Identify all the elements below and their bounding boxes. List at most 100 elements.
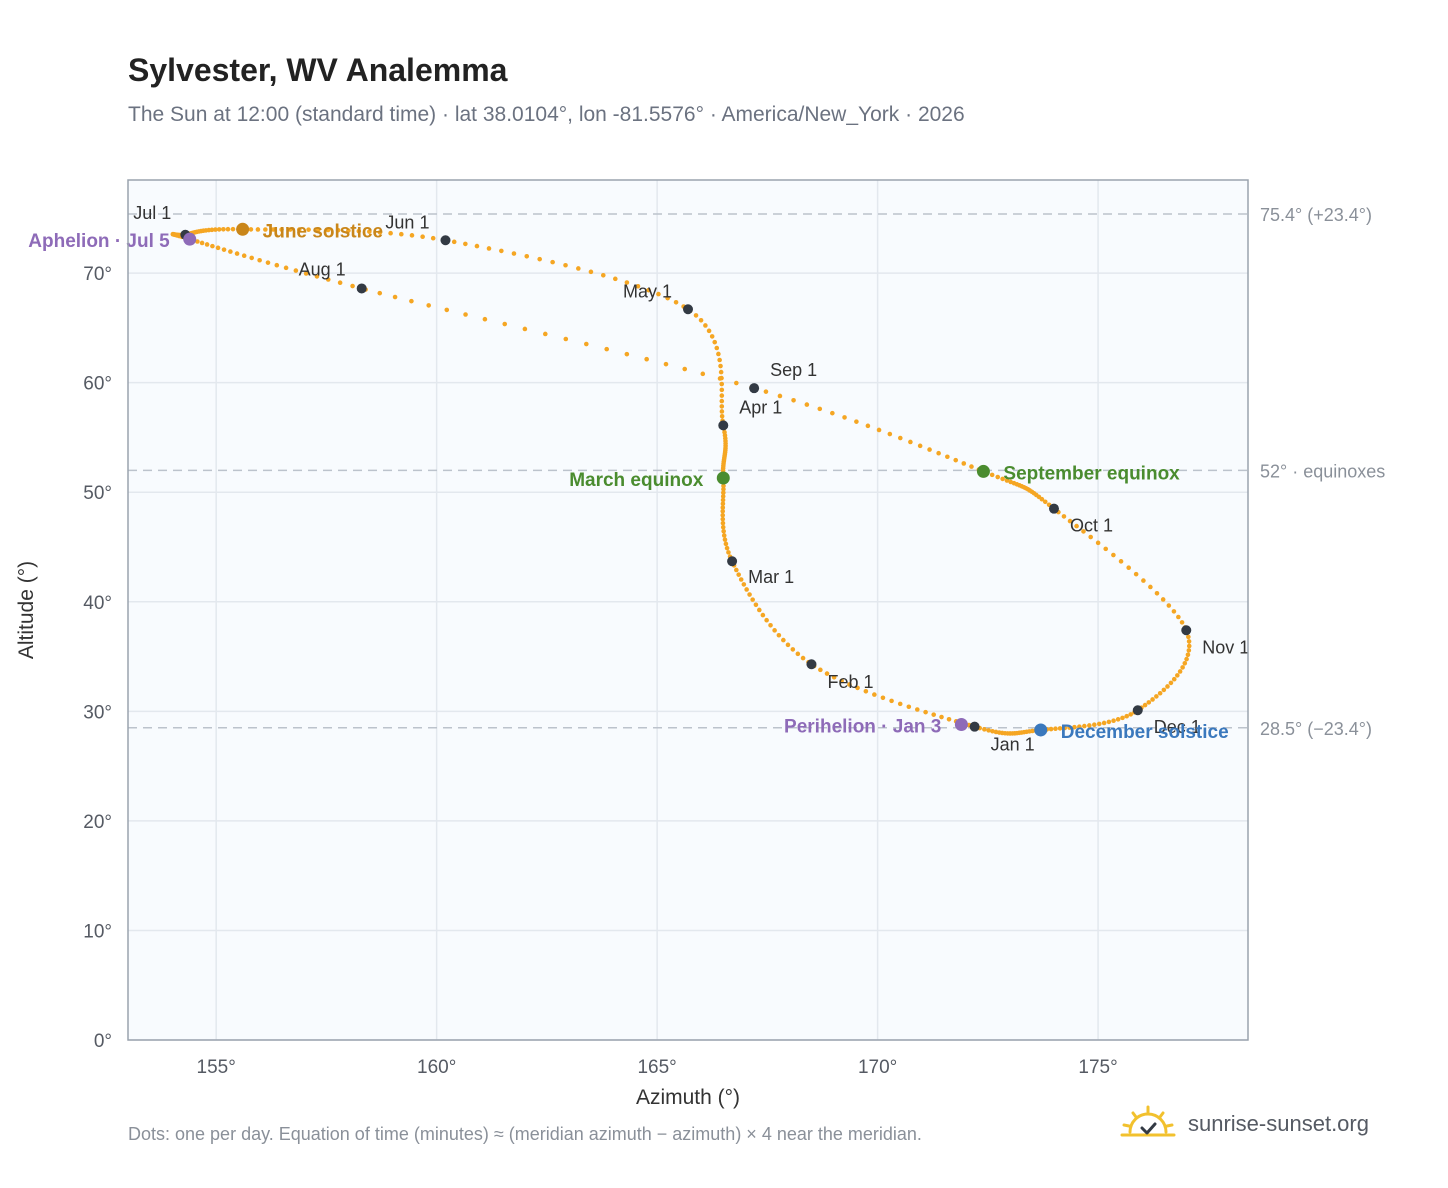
daily-sun-dot (716, 351, 721, 357)
daily-sun-dot (927, 447, 932, 452)
event-label: Perihelion · Jan 3 (784, 716, 941, 737)
daily-sun-dot (600, 272, 606, 278)
daily-sun-dot (720, 497, 726, 503)
daily-sun-dot (800, 655, 806, 661)
daily-sun-dot (747, 592, 752, 597)
daily-sun-dot (842, 415, 847, 420)
daily-sun-dot (734, 380, 739, 386)
daily-sun-dot (719, 387, 725, 393)
daily-sun-dot (936, 450, 941, 456)
daily-sun-dot (1185, 652, 1191, 658)
daily-sun-dot (474, 243, 480, 249)
daily-sun-dot (718, 369, 724, 375)
daily-sun-dot (1000, 476, 1005, 482)
daily-sun-dot (714, 345, 720, 351)
daily-sun-dot (624, 351, 630, 357)
daily-sun-dot (1088, 534, 1093, 540)
x-tick-label: 160° (417, 1057, 456, 1078)
daily-sun-dot (644, 356, 649, 362)
month-marker (727, 556, 738, 567)
daily-sun-dot (717, 357, 722, 363)
daily-sun-dot (584, 341, 589, 347)
y-tick-label: 10° (83, 921, 112, 942)
daily-sun-dot (1141, 578, 1146, 583)
month-marker-label: Oct 1 (1070, 516, 1113, 536)
daily-sun-dot (1177, 669, 1183, 674)
sun-logo-icon (1120, 1105, 1176, 1137)
daily-sun-dot (1061, 514, 1067, 519)
daily-sun-dot (839, 678, 844, 684)
daily-sun-dot (346, 228, 351, 233)
brand-name: sunrise-sunset.org (1188, 1111, 1369, 1136)
daily-sun-dot (234, 251, 240, 256)
daily-sun-dot (990, 728, 995, 734)
daily-sun-dot (325, 227, 331, 233)
daily-sun-dot (1067, 725, 1072, 730)
daily-sun-dot (719, 381, 725, 387)
brand-logo[interactable]: sunrise-sunset.org (1120, 1102, 1369, 1146)
daily-sun-dot (1042, 499, 1048, 505)
daily-sun-dot (1004, 478, 1010, 483)
daily-sun-dot (831, 674, 837, 680)
daily-sun-dot (993, 729, 999, 735)
daily-sun-dot (463, 312, 468, 317)
daily-sun-dot (721, 486, 726, 492)
chart-subtitle: The Sun at 12:00 (standard time) · lat 3… (128, 103, 965, 126)
daily-sun-dot (673, 299, 679, 305)
daily-sun-dot (1039, 496, 1045, 502)
daily-sun-dot (1103, 546, 1109, 552)
daily-sun-dot (953, 457, 959, 463)
daily-sun-dot (1146, 700, 1152, 705)
daily-sun-dot (409, 298, 414, 304)
daily-sun-dot (204, 242, 210, 247)
daily-sun-dot (818, 667, 823, 673)
daily-sun-dot (635, 283, 641, 289)
daily-sun-dot (482, 316, 488, 322)
daily-sun-dot (757, 607, 762, 613)
daily-sun-dot (726, 550, 731, 555)
daily-sun-dot (931, 712, 937, 717)
daily-sun-dot (720, 524, 726, 530)
daily-sun-dot (1171, 609, 1177, 614)
daily-sun-dot (717, 376, 723, 381)
daily-sun-dot (350, 283, 355, 289)
daily-sun-dot (763, 389, 769, 394)
event-label: Aphelion · Jul 5 (28, 231, 170, 252)
daily-sun-dot (945, 454, 950, 460)
daily-sun-dot (908, 439, 913, 445)
daily-sun-dot (1126, 565, 1131, 571)
month-marker-label: Apr 1 (739, 397, 782, 417)
daily-sun-dot (420, 234, 425, 239)
daily-sun-dot (399, 231, 404, 237)
daily-sun-dot (1161, 687, 1167, 693)
daily-sun-dot (865, 423, 871, 429)
daily-sun-dot (897, 435, 903, 441)
month-marker-label: Nov 1 (1202, 637, 1249, 657)
daily-sun-dot (257, 257, 262, 263)
daily-sun-dot (723, 541, 729, 547)
daily-sun-dot (215, 245, 221, 251)
daily-sun-dot (1168, 680, 1174, 686)
daily-sun-dot (1124, 713, 1129, 719)
daily-sun-dot (1057, 726, 1063, 731)
daily-sun-dot (703, 323, 708, 328)
daily-sun-dot (706, 328, 712, 334)
daily-sun-dot (388, 230, 393, 236)
daily-sun-dot (776, 632, 782, 638)
daily-sun-dot (1142, 702, 1148, 708)
daily-sun-dot (772, 628, 777, 633)
daily-sun-dot (917, 443, 923, 449)
daily-sun-dot (785, 642, 791, 648)
event-marker (183, 232, 197, 246)
daily-sun-dot (1157, 690, 1163, 696)
daily-sun-dot (263, 227, 268, 232)
daily-sun-dot (1184, 656, 1189, 662)
daily-sun-dot (550, 259, 555, 265)
daily-sun-dot (213, 227, 218, 232)
daily-sun-dot (760, 612, 766, 618)
daily-sun-dot (1095, 540, 1101, 546)
event-marker (716, 471, 730, 485)
daily-sun-dot (1150, 697, 1155, 702)
daily-sun-dot (426, 303, 431, 308)
